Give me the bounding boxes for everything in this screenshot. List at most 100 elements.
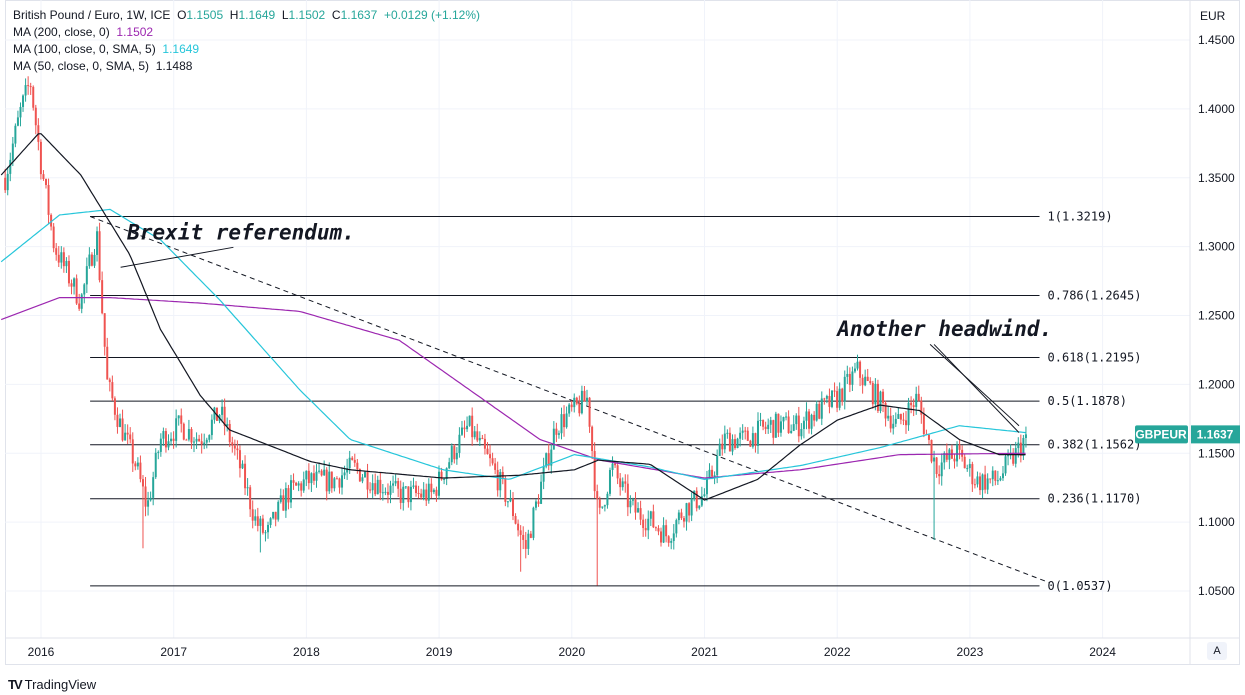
ma100-legend[interactable]: MA (100, close, 0, SMA, 5) 1.1649 bbox=[13, 42, 199, 56]
candle-down bbox=[57, 254, 60, 263]
candle-up bbox=[289, 480, 292, 503]
candle-down bbox=[754, 433, 757, 446]
candle-up bbox=[767, 424, 770, 430]
candle-up bbox=[341, 475, 344, 488]
candle-down bbox=[899, 414, 902, 420]
candle-down bbox=[494, 463, 497, 470]
candle-down bbox=[922, 414, 925, 435]
candle-down bbox=[593, 451, 596, 492]
candle-down bbox=[665, 525, 668, 537]
candle-down bbox=[871, 383, 874, 405]
candle-up bbox=[65, 260, 68, 267]
candle-down bbox=[476, 431, 479, 441]
candle-up bbox=[302, 479, 305, 491]
candle-down bbox=[90, 254, 93, 266]
candle-down bbox=[113, 398, 116, 415]
candle-up bbox=[956, 444, 959, 462]
last-price-label: 1.1637 bbox=[1197, 427, 1234, 441]
candle-down bbox=[910, 402, 913, 406]
candle-up bbox=[9, 159, 12, 174]
candle-up bbox=[968, 464, 971, 469]
candle-down bbox=[958, 444, 961, 450]
candle-up bbox=[348, 457, 351, 469]
candle-up bbox=[703, 494, 706, 497]
candle-up bbox=[820, 398, 823, 419]
candle-up bbox=[343, 472, 346, 476]
candle-up bbox=[672, 533, 675, 541]
candle-down bbox=[836, 391, 839, 408]
candle-up bbox=[907, 402, 910, 426]
candle-up bbox=[187, 429, 190, 440]
chart-frame bbox=[5, 0, 1240, 665]
candle-up bbox=[693, 490, 696, 499]
close-label: C bbox=[331, 8, 341, 22]
candle-up bbox=[769, 420, 772, 425]
candle-up bbox=[940, 462, 943, 477]
candle-down bbox=[261, 518, 264, 533]
fib-level-label: 0.5(1.1878) bbox=[1048, 394, 1127, 408]
candle-up bbox=[1017, 442, 1020, 449]
candle-up bbox=[649, 511, 652, 519]
fib-level-label: 0.786(1.2645) bbox=[1048, 289, 1142, 303]
candle-up bbox=[716, 456, 719, 476]
candle-up bbox=[60, 252, 63, 263]
candle-up bbox=[246, 487, 249, 489]
candle-down bbox=[904, 420, 907, 426]
candle-down bbox=[45, 179, 48, 185]
candle-up bbox=[545, 453, 548, 467]
candle-up bbox=[976, 476, 979, 485]
candle-down bbox=[358, 469, 361, 482]
ma50-legend[interactable]: MA (50, close, 0, SMA, 5) 1.1488 bbox=[13, 59, 192, 73]
time-tick-label: 2017 bbox=[160, 645, 187, 659]
candle-down bbox=[399, 488, 402, 503]
candle-up bbox=[723, 433, 726, 450]
candle-down bbox=[325, 469, 328, 492]
candle-up bbox=[323, 469, 326, 476]
time-tick-label: 2016 bbox=[28, 645, 55, 659]
candle-down bbox=[116, 414, 119, 427]
candle-up bbox=[887, 415, 890, 419]
candle-down bbox=[307, 470, 310, 484]
candle-up bbox=[124, 432, 127, 441]
candle-up bbox=[736, 438, 739, 449]
candle-down bbox=[575, 397, 578, 404]
ma200-legend[interactable]: MA (200, close, 0) 1.1502 bbox=[13, 25, 153, 39]
candle-up bbox=[705, 477, 708, 495]
candle-up bbox=[279, 495, 282, 502]
candle-up bbox=[450, 446, 453, 463]
brand-name: TradingView bbox=[24, 677, 97, 692]
auto-scale-button[interactable]: A bbox=[1207, 642, 1227, 660]
candle-down bbox=[514, 516, 517, 524]
candle-down bbox=[453, 446, 456, 460]
candle-up bbox=[254, 516, 257, 521]
candle-up bbox=[93, 254, 96, 266]
candle-up bbox=[445, 468, 448, 479]
candle-down bbox=[249, 487, 252, 510]
candle-down bbox=[861, 377, 864, 386]
ma50-label: MA (50, close, 0, SMA, 5) bbox=[13, 59, 150, 73]
candle-down bbox=[233, 445, 236, 449]
ma100-label: MA (100, close, 0, SMA, 5) bbox=[13, 42, 156, 56]
candle-down bbox=[797, 415, 800, 437]
candle-up bbox=[966, 468, 969, 470]
candle-up bbox=[830, 390, 833, 407]
candle-up bbox=[1004, 456, 1007, 474]
candle-down bbox=[762, 420, 765, 427]
candle-up bbox=[328, 471, 331, 492]
candle-up bbox=[264, 532, 267, 534]
time-tick-label: 2021 bbox=[691, 645, 718, 659]
candle-up bbox=[739, 432, 742, 439]
candle-up bbox=[333, 478, 336, 489]
candle-down bbox=[420, 493, 423, 498]
candle-up bbox=[269, 518, 272, 525]
candle-down bbox=[695, 490, 698, 509]
tradingview-logo[interactable]: TV TradingView bbox=[8, 677, 96, 692]
candle-down bbox=[963, 456, 966, 469]
candle-up bbox=[284, 488, 287, 511]
candle-down bbox=[588, 397, 591, 427]
price-tick-label: 1.1500 bbox=[1198, 446, 1235, 460]
candle-up bbox=[677, 512, 680, 521]
candle-up bbox=[741, 430, 744, 433]
ma100-value: 1.1649 bbox=[162, 42, 200, 56]
